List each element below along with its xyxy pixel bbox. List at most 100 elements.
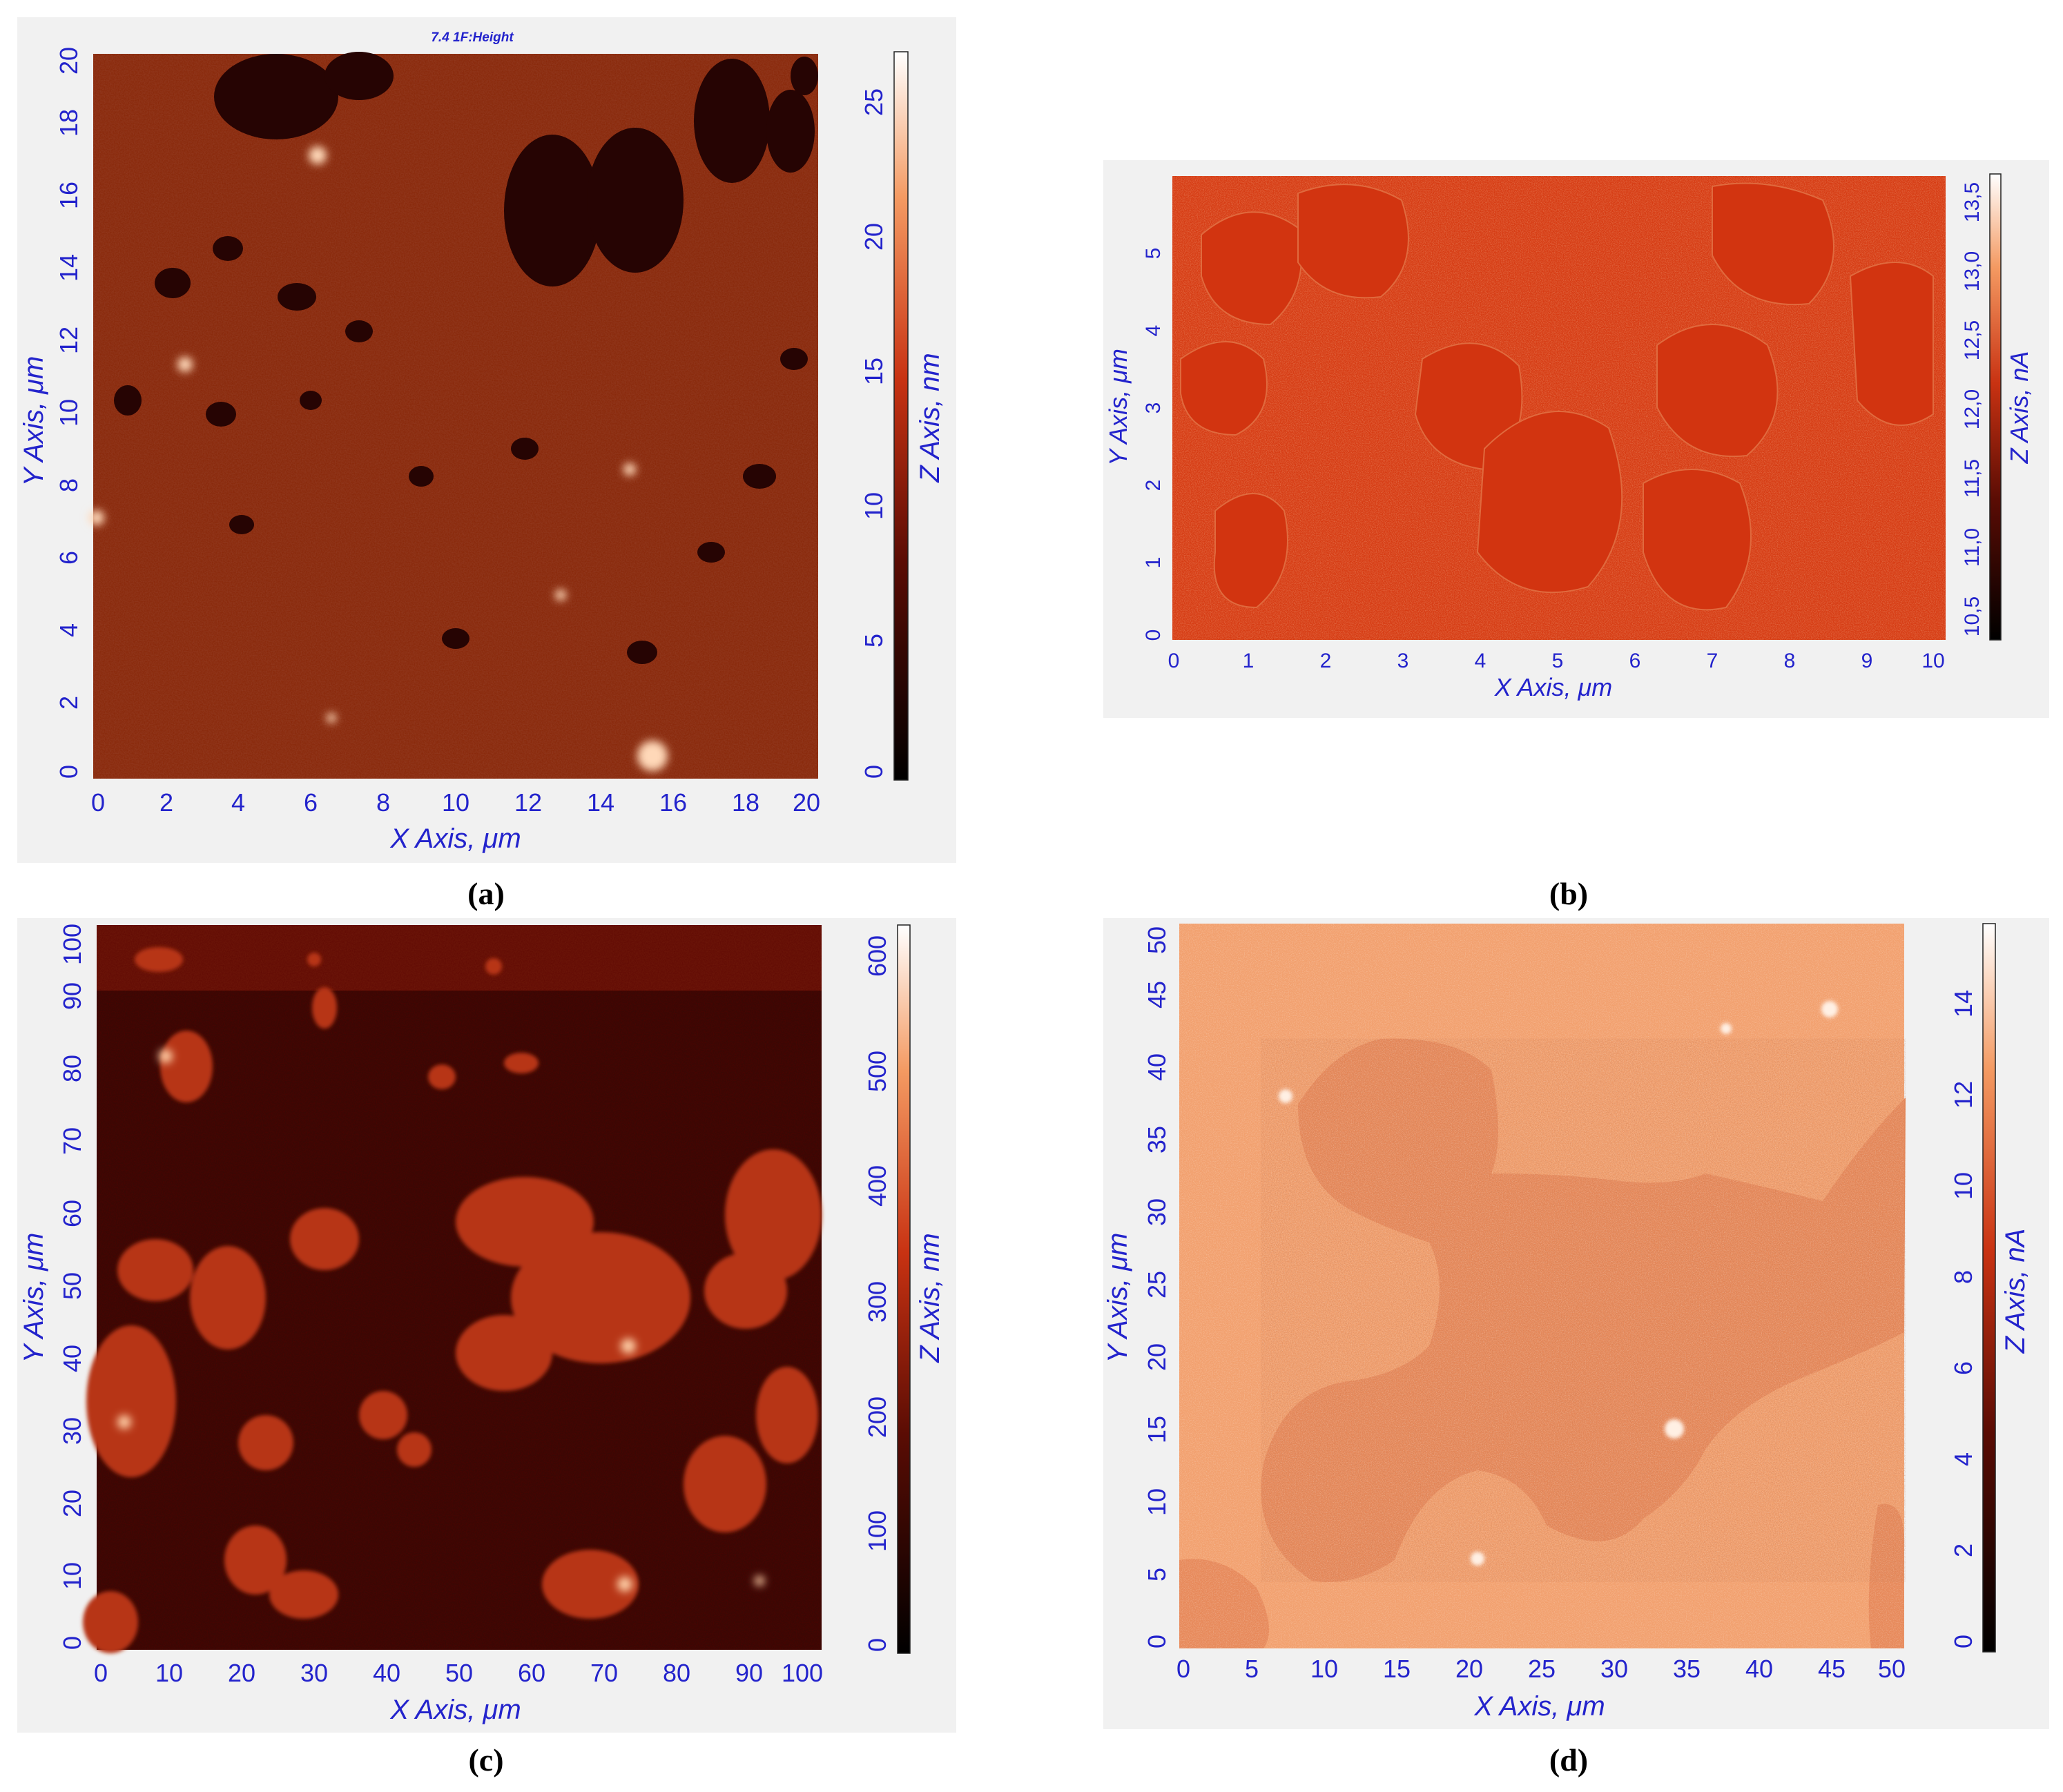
panel-a-x-tick: 0: [91, 788, 105, 817]
panel-d-z-tick: 4: [1949, 1452, 1977, 1466]
panel-b-y-tick: 1: [1142, 557, 1165, 569]
panel-d-y-tick: 0: [1143, 1635, 1171, 1648]
panel-b-z-tick: 12,0: [1961, 389, 1984, 429]
panel-c-z-tick: 500: [863, 1051, 891, 1092]
panel-c-y-tick: 60: [58, 1200, 86, 1227]
panel-b-x-tick: 10: [1921, 650, 1944, 672]
panel-c-x-tick: 90: [735, 1659, 763, 1687]
panel-b-x-tick: 2: [1320, 650, 1332, 672]
panel-d-y-tick: 25: [1143, 1271, 1171, 1298]
panel-a-z-ticks: 0 5 10 15 20 25: [860, 88, 888, 779]
panel-c-x-tick: 10: [155, 1659, 183, 1687]
panel-b-x-tick: 7: [1707, 650, 1718, 672]
panel-b-x-tick: 5: [1552, 650, 1564, 672]
panel-b-z-ticks: 10,5 11,0 11,5 12,0 12,5 13,0 13,5: [1961, 182, 1984, 636]
panel-d-y-tick: 40: [1143, 1053, 1171, 1081]
panel-d-z-tick: 0: [1949, 1635, 1977, 1648]
panel-c-y-axis-label: Y Axis, μm: [19, 1233, 49, 1363]
panel-c-z-tick: 0: [863, 1638, 891, 1652]
panel-c-y-tick: 10: [58, 1562, 86, 1590]
panel-c-z-tick: 100: [863, 1510, 891, 1552]
panel-c: 0 10 20 30 40 50 60 70 80 90 100 0 10 20…: [17, 918, 956, 1778]
panel-b-domains: [1180, 182, 1934, 611]
panel-d-bright-spots: [1279, 1001, 1838, 1566]
panel-b-x-tick: 3: [1397, 650, 1409, 672]
panel-c-x-tick: 0: [94, 1659, 108, 1687]
panel-c-x-axis-label: X Axis, μm: [389, 1695, 521, 1725]
panel-d-x-tick: 15: [1383, 1655, 1411, 1683]
panel-a-x-tick: 18: [732, 788, 759, 817]
panel-b-z-tick: 12,5: [1961, 320, 1984, 360]
panel-a-x-tick: 6: [304, 788, 318, 817]
panel-a-z-tick: 15: [860, 358, 888, 385]
panel-d-y-tick: 45: [1143, 981, 1171, 1009]
panel-d-x-tick: 10: [1310, 1655, 1338, 1683]
panel-a-y-tick: 0: [55, 765, 83, 779]
panel-a-z-tick: 25: [860, 88, 888, 116]
panel-c-x-tick: 20: [228, 1659, 255, 1687]
panel-c-z-tick: 200: [863, 1396, 891, 1438]
panel-d-caption: (d): [1549, 1742, 1588, 1778]
panel-c-y-tick: 0: [58, 1636, 86, 1650]
panel-a-y-tick: 6: [55, 551, 83, 565]
panel-c-z-tick: 600: [863, 935, 891, 977]
panel-a-y-tick: 14: [55, 254, 83, 282]
panel-c-y-tick: 40: [58, 1345, 86, 1372]
panel-c-y-tick: 80: [58, 1055, 86, 1082]
panel-b-x-tick: 1: [1243, 650, 1255, 672]
panel-b-x-tick: 9: [1861, 650, 1873, 672]
panel-b-z-axis-label: Z Axis, nA: [2005, 351, 2033, 465]
panel-c-y-ticks: 0 10 20 30 40 50 60 70 80 90 100: [58, 924, 86, 1650]
panel-c-x-tick: 80: [663, 1659, 690, 1687]
panel-a-z-tick: 5: [860, 634, 888, 647]
panel-c-colorbar: [897, 924, 911, 1654]
panel-d-x-tick: 30: [1600, 1655, 1628, 1683]
panel-c-caption: (c): [468, 1742, 503, 1778]
panel-a-scan-title: 7.4 1F:Height: [431, 30, 514, 45]
panel-b-x-tick: 0: [1168, 650, 1180, 672]
panel-a-y-ticks: 0 2 4 6 8 10 12 14 16 18 20: [55, 47, 83, 779]
panel-a-z-tick: 20: [860, 223, 888, 251]
panel-c-x-ticks: 0 10 20 30 40 50 60 70 80 90 100: [94, 1659, 823, 1687]
panel-b-y-tick: 4: [1142, 325, 1165, 337]
panel-a-x-tick: 2: [159, 788, 173, 817]
panel-d-x-tick: 25: [1528, 1655, 1556, 1683]
panel-d-y-tick: 35: [1143, 1126, 1171, 1153]
panel-c-x-tick: 30: [300, 1659, 328, 1687]
panel-d-y-tick: 5: [1143, 1568, 1171, 1581]
panel-a-x-tick: 20: [793, 788, 820, 817]
panel-b-x-tick: 6: [1629, 650, 1641, 672]
panel-a-x-tick: 8: [376, 788, 390, 817]
panel-d-z-tick: 2: [1949, 1543, 1977, 1557]
panel-d-z-tick: 10: [1949, 1172, 1977, 1200]
panel-b: 0 1 2 3 4 5 6 7 8 9 10 0 1 2 3 4 5 X Axi…: [1103, 160, 2049, 911]
panel-d-x-tick: 35: [1673, 1655, 1701, 1683]
panel-a-caption: (a): [467, 876, 505, 911]
panel-c-z-ticks: 0 100 200 300 400 500 600: [863, 935, 891, 1652]
panel-d-z-axis-label: Z Axis, nA: [2000, 1229, 2031, 1354]
panel-a-x-tick: 12: [514, 788, 542, 817]
panel-b-z-tick: 11,5: [1961, 459, 1984, 498]
panel-d-x-tick: 45: [1818, 1655, 1846, 1683]
panel-d-x-tick: 40: [1745, 1655, 1773, 1683]
panel-d-z-tick: 8: [1949, 1270, 1977, 1284]
panel-a-y-tick: 18: [55, 109, 83, 137]
panel-b-z-tick: 13,0: [1961, 251, 1984, 291]
panel-b-x-ticks: 0 1 2 3 4 5 6 7 8 9 10: [1168, 650, 1945, 672]
panel-c-x-tick: 70: [590, 1659, 618, 1687]
panel-d-z-tick: 14: [1949, 990, 1977, 1017]
panel-c-bright-spots: [117, 1049, 764, 1592]
panel-a-colorbar: [893, 51, 909, 781]
panel-a-y-tick: 12: [55, 327, 83, 354]
panel-b-z-tick: 13,5: [1961, 182, 1984, 222]
panel-d-y-ticks: 0 5 10 15 20 25 30 35 40 45 50: [1143, 926, 1171, 1648]
panel-c-z-tick: 300: [863, 1281, 891, 1323]
panel-b-y-axis-label: Y Axis, μm: [1104, 349, 1132, 466]
panel-a-z-axis-label: Z Axis, nm: [915, 353, 945, 483]
panel-a-x-tick: 10: [442, 788, 469, 817]
panel-a-z-tick: 10: [860, 492, 888, 520]
panel-a-y-tick: 10: [55, 399, 83, 427]
panel-d: 0 5 10 15 20 25 30 35 40 45 50 0 5 10 15…: [1103, 918, 2049, 1778]
panel-c-z-tick: 400: [863, 1165, 891, 1207]
panel-a-y-tick: 2: [55, 696, 83, 710]
